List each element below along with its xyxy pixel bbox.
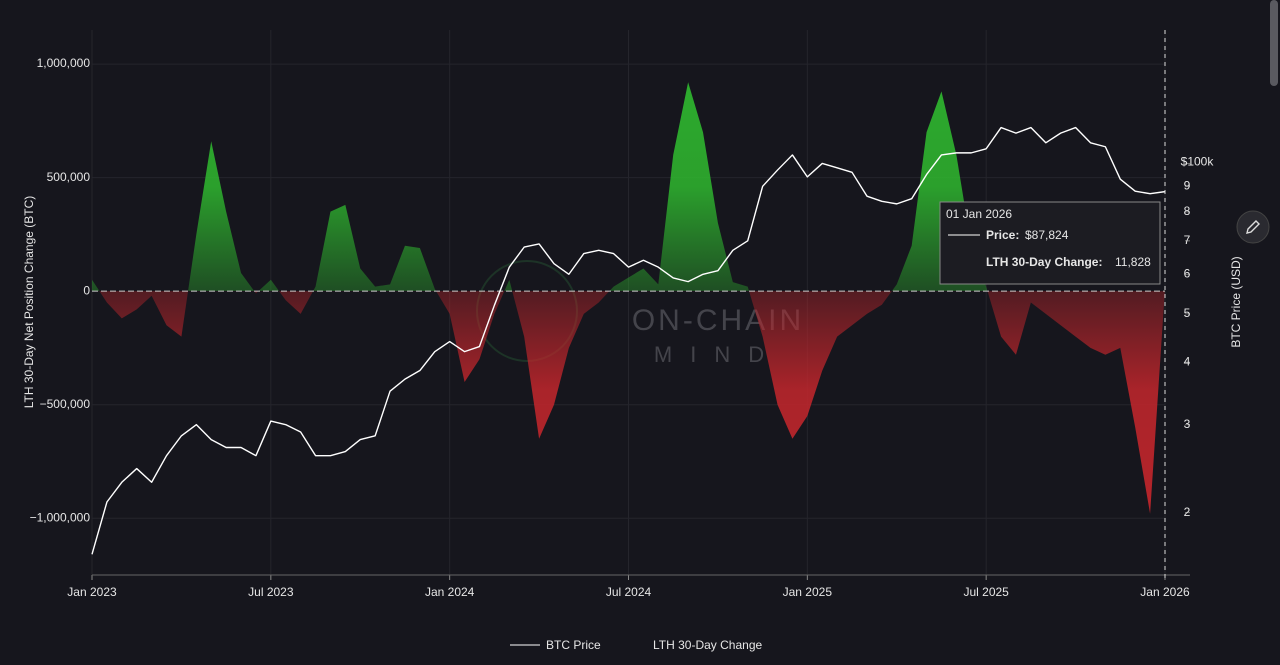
x-tick-label: Jan 2026 <box>1140 585 1190 599</box>
y2-tick-label: 5 <box>1184 306 1191 320</box>
y2-tick-label: 7 <box>1184 233 1191 247</box>
y-tick-label: 0 <box>83 283 90 297</box>
x-tick-label: Jul 2023 <box>248 585 294 599</box>
tooltip-value: $87,824 <box>1025 228 1069 242</box>
tooltip-value: 11,828 <box>1115 255 1151 269</box>
y-tick-label: 500,000 <box>47 170 91 184</box>
watermark-text: MIND <box>654 342 782 367</box>
y2-tick-label: $100k <box>1181 155 1215 169</box>
tooltip-date: 01 Jan 2026 <box>946 207 1012 221</box>
x-tick-label: Jul 2024 <box>606 585 652 599</box>
y-tick-label: 1,000,000 <box>37 56 91 70</box>
area <box>92 82 1165 514</box>
y2-tick-label: 2 <box>1184 505 1191 519</box>
y-axis-title: LTH 30-Day Net Position Change (BTC) <box>22 196 36 409</box>
y2-axis-title: BTC Price (USD) <box>1229 256 1243 347</box>
y2-tick-label: 6 <box>1184 266 1191 280</box>
tooltip-box <box>939 201 1161 285</box>
tooltip-label: Price: <box>986 228 1019 242</box>
x-tick-label: Jan 2025 <box>783 585 833 599</box>
scrollbar[interactable] <box>1270 0 1278 86</box>
tooltip: 01 Jan 2026 Price: $87,824 LTH 30-Day Ch… <box>939 201 1161 285</box>
edit-icon <box>1246 220 1260 234</box>
plot-area: Jan 2023 Jul 2023 Jan 2024 Jul 2024 Jan 2025… <box>30 30 1215 599</box>
x-tick-label: Jan 2023 <box>67 585 117 599</box>
y2-tick-label: 3 <box>1184 417 1191 431</box>
edit-button-bg[interactable] <box>1236 210 1270 244</box>
y2-tick-label: 8 <box>1184 204 1191 218</box>
legend-label[interactable]: BTC Price <box>546 638 601 652</box>
price-line <box>91 126 1166 555</box>
tooltip-label: LTH 30-Day Change: <box>986 255 1102 269</box>
y2-tick-label: 9 <box>1184 178 1191 192</box>
edit-button[interactable] <box>1236 210 1270 244</box>
x-tick-label: Jul 2025 <box>963 585 1009 599</box>
y-tick-label: −500,000 <box>40 397 91 411</box>
x-tick-label: Jan 2024 <box>425 585 475 599</box>
y-tick-label: −1,000,000 <box>30 510 91 524</box>
y2-tick-label: 4 <box>1184 354 1191 368</box>
legend-label[interactable]: LTH 30-Day Change <box>653 638 762 652</box>
